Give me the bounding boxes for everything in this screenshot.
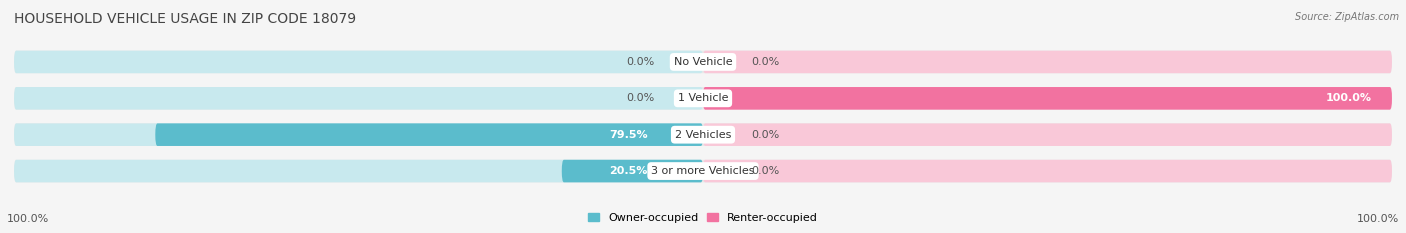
Text: No Vehicle: No Vehicle	[673, 57, 733, 67]
Text: 0.0%: 0.0%	[751, 130, 779, 140]
Text: 100.0%: 100.0%	[1326, 93, 1371, 103]
Text: 0.0%: 0.0%	[627, 57, 655, 67]
Text: 100.0%: 100.0%	[7, 214, 49, 224]
FancyBboxPatch shape	[14, 87, 703, 110]
FancyBboxPatch shape	[14, 160, 1392, 182]
Text: 1 Vehicle: 1 Vehicle	[678, 93, 728, 103]
FancyBboxPatch shape	[14, 87, 1392, 110]
Text: HOUSEHOLD VEHICLE USAGE IN ZIP CODE 18079: HOUSEHOLD VEHICLE USAGE IN ZIP CODE 1807…	[14, 12, 356, 26]
FancyBboxPatch shape	[562, 160, 703, 182]
Text: 79.5%: 79.5%	[609, 130, 648, 140]
Text: 0.0%: 0.0%	[751, 166, 779, 176]
FancyBboxPatch shape	[14, 123, 703, 146]
FancyBboxPatch shape	[703, 87, 1392, 110]
FancyBboxPatch shape	[703, 160, 1392, 182]
FancyBboxPatch shape	[155, 123, 703, 146]
Text: 100.0%: 100.0%	[1357, 214, 1399, 224]
FancyBboxPatch shape	[703, 87, 1392, 110]
FancyBboxPatch shape	[703, 51, 1392, 73]
FancyBboxPatch shape	[14, 51, 703, 73]
Text: 0.0%: 0.0%	[627, 93, 655, 103]
FancyBboxPatch shape	[703, 123, 1392, 146]
Text: 2 Vehicles: 2 Vehicles	[675, 130, 731, 140]
FancyBboxPatch shape	[14, 123, 1392, 146]
Text: 3 or more Vehicles: 3 or more Vehicles	[651, 166, 755, 176]
Text: Source: ZipAtlas.com: Source: ZipAtlas.com	[1295, 12, 1399, 22]
Legend: Owner-occupied, Renter-occupied: Owner-occupied, Renter-occupied	[583, 209, 823, 227]
FancyBboxPatch shape	[14, 160, 703, 182]
Text: 20.5%: 20.5%	[610, 166, 648, 176]
FancyBboxPatch shape	[14, 51, 1392, 73]
Text: 0.0%: 0.0%	[751, 57, 779, 67]
